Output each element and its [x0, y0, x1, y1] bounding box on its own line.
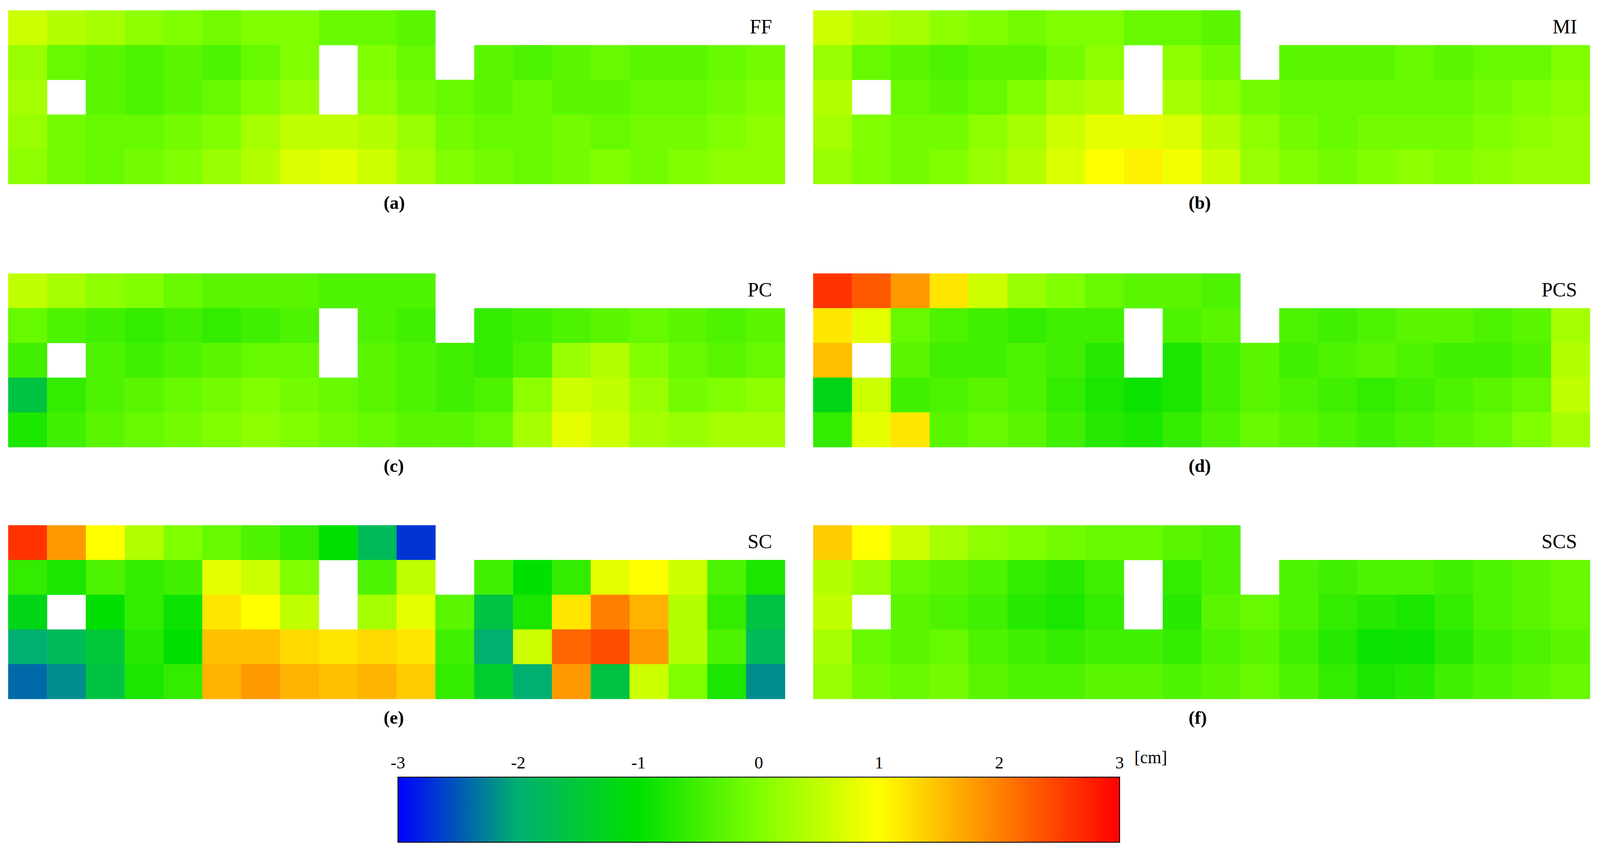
svg-text:PC: PC	[747, 278, 773, 301]
svg-text:(f): (f)	[1188, 707, 1207, 728]
svg-text:-3: -3	[390, 752, 405, 773]
svg-text:[cm]: [cm]	[1134, 747, 1168, 767]
svg-text:(c): (c)	[383, 455, 405, 477]
svg-text:PCS: PCS	[1541, 278, 1578, 301]
svg-text:3: 3	[1115, 752, 1124, 773]
svg-text:(d): (d)	[1188, 455, 1211, 477]
svg-text:MI: MI	[1552, 15, 1578, 38]
svg-text:0: 0	[754, 752, 764, 773]
svg-text:(e): (e)	[383, 707, 405, 728]
svg-text:(a): (a)	[383, 192, 405, 214]
svg-text:SCS: SCS	[1541, 530, 1578, 553]
svg-text:(b): (b)	[1188, 192, 1211, 214]
svg-text:FF: FF	[749, 15, 773, 38]
svg-text:SC: SC	[747, 530, 773, 553]
svg-text:2: 2	[995, 752, 1004, 773]
svg-text:-1: -1	[631, 752, 646, 773]
svg-text:-2: -2	[511, 752, 526, 773]
svg-text:1: 1	[874, 752, 884, 773]
